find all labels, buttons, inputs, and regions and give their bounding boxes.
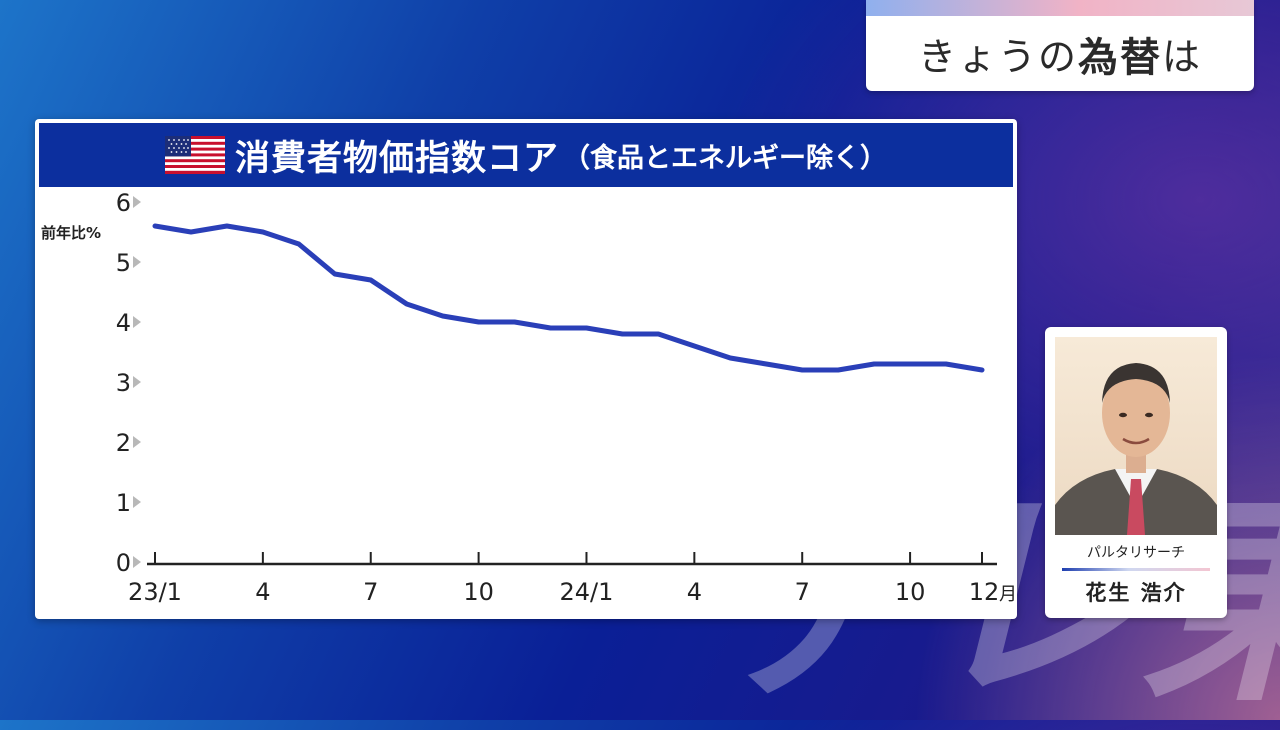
x-tick-label: 4 [687,578,702,606]
chart-title: 消費者物価指数コア [234,138,559,179]
us-flag-icon [164,136,225,174]
y-axis-label: 前年比% [41,224,101,242]
x-tick-label: 10 [895,578,926,606]
chart-header: 消費者物価指数コア （食品とエネルギー除く） [39,123,1013,187]
x-tick-label: 23/1 [128,578,182,606]
y-tick-label: 6 [116,189,131,217]
x-axis: 23/1 4 7 10 24/1 4 7 10 12 月 [128,552,1017,606]
y-tick-marker [133,196,141,208]
x-axis-unit: 月 [999,584,1017,605]
y-tick-marker [133,316,141,328]
y-tick-label: 2 [116,429,131,457]
segment-title-card: きょうの 為替 は [866,0,1254,91]
presenter-portrait [1055,337,1217,535]
y-tick-label: 1 [116,489,131,517]
y-tick-label: 4 [116,309,131,337]
y-tick-marker [133,436,141,448]
x-tick-label: 12 [969,578,1000,606]
x-tick-label: 4 [255,578,270,606]
presenter-card: パルタリサーチ 花生 浩介 [1045,327,1227,618]
x-tick-label: 24/1 [560,578,614,606]
segment-title-accent-bar [866,0,1254,16]
x-tick-label: 10 [463,578,494,606]
segment-title: きょうの 為替 は [866,16,1254,91]
y-tick-label: 3 [116,369,131,397]
presenter-company: パルタリサーチ [1087,545,1185,561]
presenter-name-divider [1062,568,1210,571]
y-tick-marker [133,556,141,568]
y-tick-marker [133,256,141,268]
cpi-series-line [152,223,985,373]
presenter-name: 花生 浩介 [1085,581,1187,605]
x-tick-label: 7 [363,578,378,606]
y-tick-marker [133,376,141,388]
segment-title-suffix: は [1162,35,1203,79]
y-axis: 0 1 2 3 4 5 6 [116,189,141,577]
y-tick-label: 0 [116,549,131,577]
segment-title-prefix: きょうの [917,35,1078,79]
segment-title-bold: 為替 [1078,34,1162,81]
y-tick-label: 5 [116,249,131,277]
x-tick-label: 7 [795,578,810,606]
y-tick-marker [133,496,141,508]
chart-subtitle: （食品とエネルギー除く） [563,142,887,174]
